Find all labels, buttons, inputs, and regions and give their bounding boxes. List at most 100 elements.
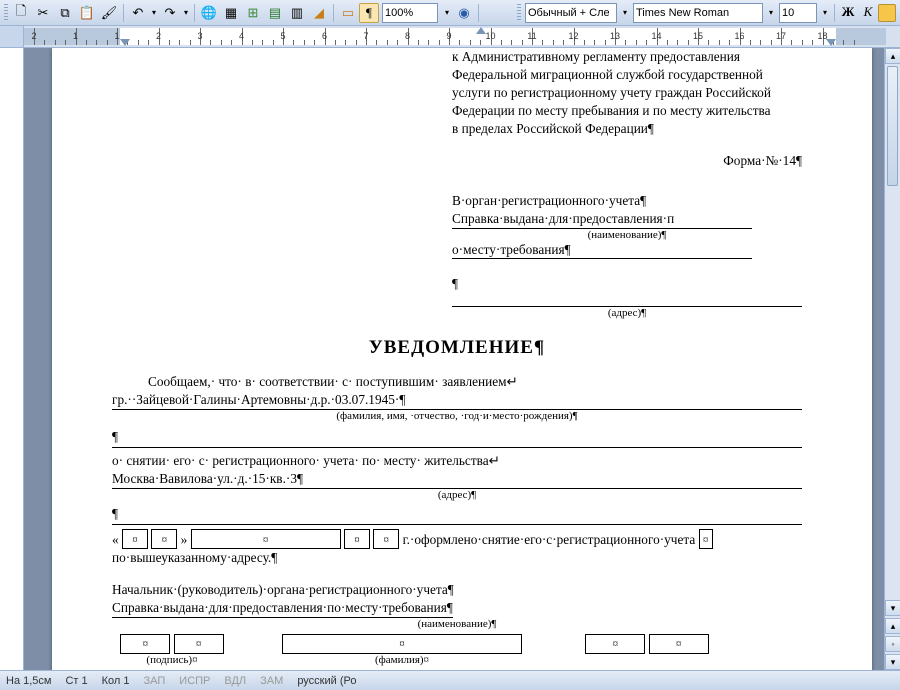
show-pilcrow-button[interactable]: ¶	[359, 3, 379, 23]
toolbar-grip[interactable]	[4, 4, 8, 22]
copy-icon[interactable]: ⧉	[54, 2, 76, 24]
header-line: Федеральной миграционной службой государ…	[452, 66, 802, 84]
status-trk[interactable]: ИСПР	[179, 675, 210, 687]
undo-icon[interactable]: ↶	[127, 2, 149, 24]
hanging-indent-marker[interactable]	[120, 39, 130, 46]
status-language[interactable]: русский (Ро	[297, 675, 356, 687]
style-drop-icon[interactable]: ▾	[619, 2, 631, 24]
year-cell[interactable]: ¤	[373, 529, 399, 549]
spravka-line-2: Справка·выдана·для·предоставления·по·мес…	[112, 599, 453, 618]
status-bar: На 1,5см Ст 1 Кол 1 ЗАП ИСПР ВДЛ ЗАМ рус…	[0, 670, 900, 690]
scroll-up-button[interactable]: ▴	[885, 48, 900, 64]
insert-table-icon[interactable]: ⊞	[242, 2, 264, 24]
spravka-header-line: Справка·выдана·для·предоставления·п	[452, 210, 752, 229]
form-number: Форма·№·14¶	[452, 152, 802, 170]
line-break-mark: ↵	[489, 453, 500, 468]
cut-icon[interactable]: ✂	[32, 2, 54, 24]
size-drop-icon[interactable]: ▾	[819, 2, 831, 24]
separator	[123, 4, 124, 22]
vertical-scrollbar[interactable]: ▴ ▾ ▴ ◦ ▾	[884, 48, 900, 670]
separator	[333, 4, 334, 22]
quote-open: «	[112, 532, 119, 547]
body1-text: Сообщаем,· что· в· соответствии· с· пост…	[148, 374, 507, 389]
font-drop-icon[interactable]: ▾	[765, 2, 777, 24]
scroll-thumb[interactable]	[887, 66, 898, 186]
bold-button[interactable]: Ж	[838, 3, 858, 23]
browse-object-button[interactable]: ◦	[885, 636, 900, 652]
separator	[478, 4, 479, 22]
drawing-icon[interactable]: ◢	[308, 2, 330, 24]
help-icon[interactable]: ◉	[453, 2, 475, 24]
mesto-trebovaniya-line: о·месту·требования¶	[452, 241, 752, 260]
body-para-1: Сообщаем,· что· в· соответствии· с· пост…	[112, 373, 802, 391]
empty-para: ¶	[112, 505, 802, 523]
blank-underline	[112, 523, 802, 525]
status-ovr[interactable]: ЗАМ	[260, 675, 283, 687]
separator	[834, 4, 835, 22]
po-vyshe-line: по·вышеуказанному·адресу.¶	[112, 549, 802, 567]
zoom-drop-icon[interactable]: ▾	[441, 2, 453, 24]
undo-drop-icon[interactable]: ▾	[149, 2, 159, 24]
excel-icon[interactable]: ▤	[264, 2, 286, 24]
citizen-name-line: гр.··Зайцевой·Галины·Артемовны·д.р.·03.0…	[112, 391, 802, 410]
vertical-ruler[interactable]	[0, 48, 24, 670]
signature-row: ¤ ¤ (подпись)¤ ¤ (фамилия)¤ ¤ ¤	[112, 634, 802, 666]
status-ext[interactable]: ВДЛ	[224, 675, 246, 687]
familia-cell[interactable]: ¤	[282, 634, 522, 654]
g-oformleno-text: г.·оформлено·снятие·его·с·регистрационно…	[403, 532, 696, 547]
status-rec[interactable]: ЗАП	[144, 675, 166, 687]
hyperlink-icon[interactable]: 🌐	[198, 2, 220, 24]
format-painter-icon[interactable]: 🖌	[98, 2, 120, 24]
quote-close: »	[181, 532, 188, 547]
doc-map-icon[interactable]: ▭	[337, 2, 359, 24]
header-line: в пределах Российской Федерации¶	[452, 120, 802, 138]
address-line: Москва·Вавилова·ул.·д.·15·кв.·3¶	[112, 470, 802, 489]
header-block: к Административному регламенту предостав…	[452, 48, 802, 319]
sig-cell[interactable]: ¤	[120, 634, 170, 654]
line-break-mark: ↵	[507, 374, 518, 389]
paste-icon[interactable]: 📋	[76, 2, 98, 24]
date-cell[interactable]: ¤	[122, 529, 148, 549]
month-cell[interactable]: ¤	[191, 529, 341, 549]
nachalnik-line: Начальник·(руководитель)·органа·регистра…	[112, 581, 802, 599]
fio-label: (фамилия, имя, ·отчество, ·год·и·место·р…	[112, 410, 802, 422]
zoom-combo[interactable]	[382, 3, 438, 23]
sig-cell[interactable]: ¤	[174, 634, 224, 654]
naimenovanie-label: (наименование)¶	[452, 229, 802, 241]
header-line: Федерации по месту пребывания и по месту…	[452, 102, 802, 120]
date-cell[interactable]: ¤	[151, 529, 177, 549]
italic-button[interactable]: К	[858, 3, 878, 23]
blank-underline	[112, 446, 802, 448]
redo-icon[interactable]: ↷	[159, 2, 181, 24]
familia-label: (фамилия)¤	[272, 654, 532, 666]
new-doc-icon[interactable]: 🗋	[10, 2, 32, 24]
trailing-cell[interactable]: ¤	[699, 529, 713, 549]
font-combo[interactable]	[633, 3, 763, 23]
empty-para: ¶	[112, 428, 802, 446]
document-page[interactable]: к Административному регламенту предостав…	[52, 48, 872, 670]
highlight-button[interactable]	[878, 4, 896, 22]
status-column: Кол 1	[102, 675, 130, 687]
first-line-indent-marker[interactable]	[476, 27, 486, 34]
redo-drop-icon[interactable]: ▾	[181, 2, 191, 24]
tables-borders-icon[interactable]: ▦	[220, 2, 242, 24]
next-page-button[interactable]: ▾	[885, 654, 900, 670]
document-scroll-area[interactable]: к Административному регламенту предостав…	[24, 48, 900, 670]
fontsize-combo[interactable]	[779, 3, 817, 23]
prev-page-button[interactable]: ▴	[885, 618, 900, 634]
columns-icon[interactable]: ▥	[286, 2, 308, 24]
extra-cell[interactable]: ¤	[585, 634, 645, 654]
extra-cell[interactable]: ¤	[649, 634, 709, 654]
empty-para: ¶	[452, 275, 802, 293]
date-cells-row: « ¤ ¤ » ¤ ¤ ¤ г.·оформлено·снятие·его·с·…	[112, 529, 802, 549]
style-combo[interactable]	[525, 3, 617, 23]
document-title: УВЕДОМЛЕНИЕ¶	[112, 337, 802, 359]
toolbar-grip[interactable]	[517, 4, 521, 22]
h-ruler-track[interactable]: 21123456789101112131415161718	[24, 28, 886, 45]
workspace: к Административному регламенту предостав…	[0, 48, 900, 670]
year-cell[interactable]: ¤	[344, 529, 370, 549]
naimenovanie-label-2: (наименование)¶	[112, 618, 802, 630]
right-indent-marker[interactable]	[826, 39, 836, 46]
horizontal-ruler[interactable]: 21123456789101112131415161718	[0, 26, 900, 48]
scroll-down-button[interactable]: ▾	[885, 600, 900, 616]
